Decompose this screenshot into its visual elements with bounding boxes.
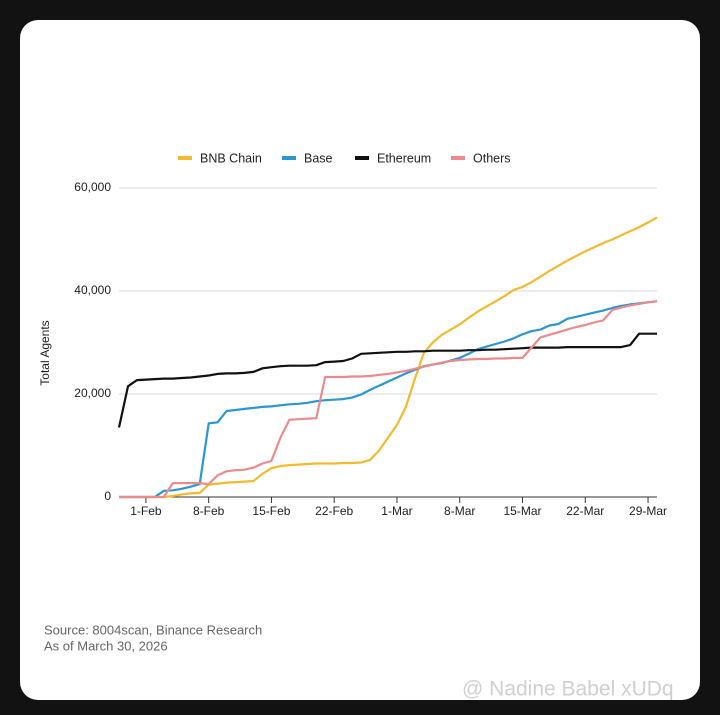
y-axis-label: Total Agents [38, 320, 52, 385]
y-tick-label: 60,000 [74, 180, 111, 194]
legend-label: BNB Chain [200, 151, 262, 165]
legend-label: Base [304, 151, 333, 165]
y-tick-label: 20,000 [74, 386, 111, 400]
x-tick-label: 29-Mar [629, 504, 667, 518]
series-line [117, 332, 657, 428]
card [20, 20, 700, 700]
x-tick-label: 8-Mar [444, 504, 475, 518]
source: Source: 8004scan, Binance Research [44, 622, 262, 637]
series-line [119, 300, 658, 499]
y-tick-label: 0 [104, 489, 111, 503]
watermark: @ Nadine Babel xUDq [462, 678, 674, 701]
x-tick-label: 15-Feb [252, 504, 290, 518]
x-tick-label: 22-Mar [566, 504, 604, 518]
x-tick-label: 22-Feb [315, 504, 353, 518]
plot: 0 20,000 40,000 60,000 1-Feb 8-Feb 15-Feb 22-Fe… [74, 151, 667, 518]
as-of: As of March 30, 2026 [44, 638, 168, 653]
y-tick-label: 40,000 [74, 283, 111, 297]
x-tick-label: 8-Feb [193, 504, 225, 518]
series-line [119, 300, 658, 499]
x-tick-label: 1-Mar [381, 504, 412, 518]
legend-label: Others [473, 151, 511, 165]
x-tick-label: 1-Feb [130, 504, 162, 518]
legend-label: Ethereum [377, 151, 431, 165]
x-tick-label: 15-Mar [503, 504, 541, 518]
